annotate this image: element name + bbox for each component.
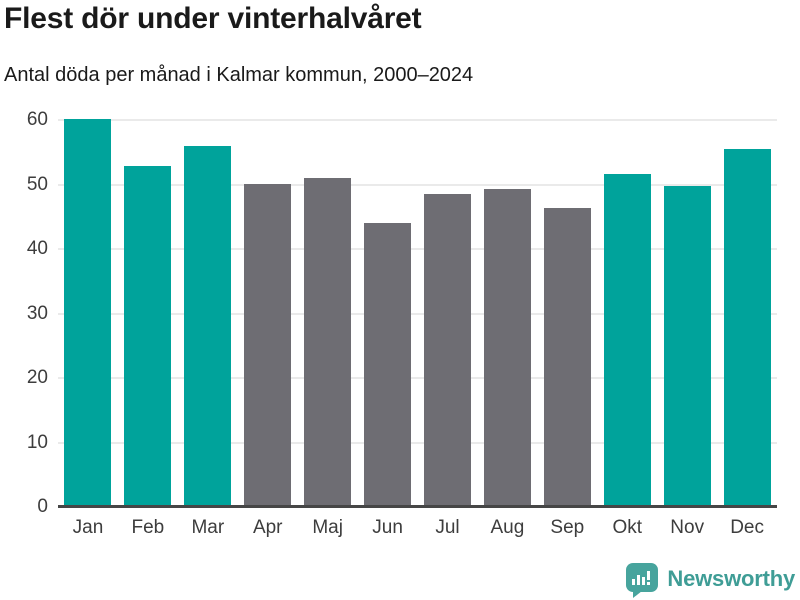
page-title: Flest dör under vinterhalvåret <box>4 2 422 35</box>
x-tick-label-nov: Nov <box>670 517 705 538</box>
bar-maj <box>304 178 352 507</box>
y-tick-label: 60 <box>26 109 48 130</box>
bar-slot-feb <box>118 120 178 507</box>
logo-bar-tall <box>637 575 641 585</box>
bar-slot-jul <box>418 120 478 507</box>
logo-bar-medium <box>642 577 646 585</box>
gridline-10 <box>58 441 777 444</box>
x-tick-label-apr: Apr <box>252 517 283 538</box>
y-tick-label: 30 <box>26 302 48 324</box>
logo-bar-small <box>632 579 636 585</box>
bar-sep <box>543 208 591 507</box>
x-tick-label-mar: Mar <box>191 517 225 538</box>
y-tick-label: 50 <box>26 173 48 195</box>
bar-feb <box>124 165 172 507</box>
gridline-20 <box>58 377 777 379</box>
bar-aug <box>483 189 531 507</box>
gridline-40 <box>58 248 777 250</box>
gridline-30 <box>58 312 777 315</box>
newsworthy-wordmark: Newsworthy <box>667 566 795 591</box>
gridline-50 <box>58 183 777 186</box>
bar-okt <box>603 174 651 507</box>
bar-apr <box>244 183 292 507</box>
bar-series <box>58 119 777 507</box>
y-tick-label: 0 <box>37 496 48 517</box>
x-tick-label-okt: Okt <box>612 517 643 538</box>
x-axis-labels: Jan Feb Mar Apr Maj Jun Jul Aug Sep Okt Nov Dec <box>58 517 777 539</box>
logo-exclamation-dot <box>647 582 651 585</box>
plot-area <box>58 119 777 508</box>
bar-dec <box>723 149 771 507</box>
bar-slot-dec <box>717 120 777 507</box>
newsworthy-logo[interactable]: Newsworthy <box>626 562 795 598</box>
logo-exclamation-line <box>647 571 651 580</box>
bar-slot-jun <box>358 120 418 507</box>
x-tick-label-feb: Feb <box>131 517 165 538</box>
newsworthy-chart-bubble-icon <box>626 563 659 598</box>
bar-slot-sep <box>537 120 597 507</box>
bar-slot-jan <box>58 119 118 507</box>
gridline-60 <box>58 119 777 121</box>
y-tick-label: 10 <box>26 431 48 453</box>
x-tick-label-maj: Maj <box>312 517 343 538</box>
chart-subtitle: Antal döda per månad i Kalmar kommun, 20… <box>4 64 474 86</box>
bar-jan <box>64 119 112 507</box>
bar-chart: Flest dör under vinterhalvåret Antal död… <box>0 2 777 539</box>
y-axis-labels: 0 10 20 30 40 50 60 <box>0 110 48 517</box>
x-tick-label-jan: Jan <box>72 517 104 538</box>
x-tick-label-sep: Sep <box>550 517 585 538</box>
bar-jul <box>423 194 471 507</box>
bar-jun <box>364 222 412 507</box>
y-tick-label: 20 <box>26 367 48 388</box>
x-tick-label-jul: Jul <box>435 517 460 538</box>
x-tick-label-dec: Dec <box>730 517 764 538</box>
y-tick-label: 40 <box>26 238 48 259</box>
bar-nov <box>663 185 711 507</box>
logo-bubble-tail <box>633 591 643 598</box>
bar-slot-okt <box>597 120 657 507</box>
bar-slot-apr <box>238 120 298 507</box>
bar-slot-maj <box>298 120 358 507</box>
bar-slot-mar <box>178 120 238 507</box>
bar-mar <box>184 146 232 507</box>
x-axis-line <box>58 505 777 508</box>
x-tick-label-aug: Aug <box>490 517 525 538</box>
bar-slot-nov <box>657 120 717 507</box>
bar-slot-aug <box>477 120 537 507</box>
x-tick-label-jun: Jun <box>372 517 403 538</box>
